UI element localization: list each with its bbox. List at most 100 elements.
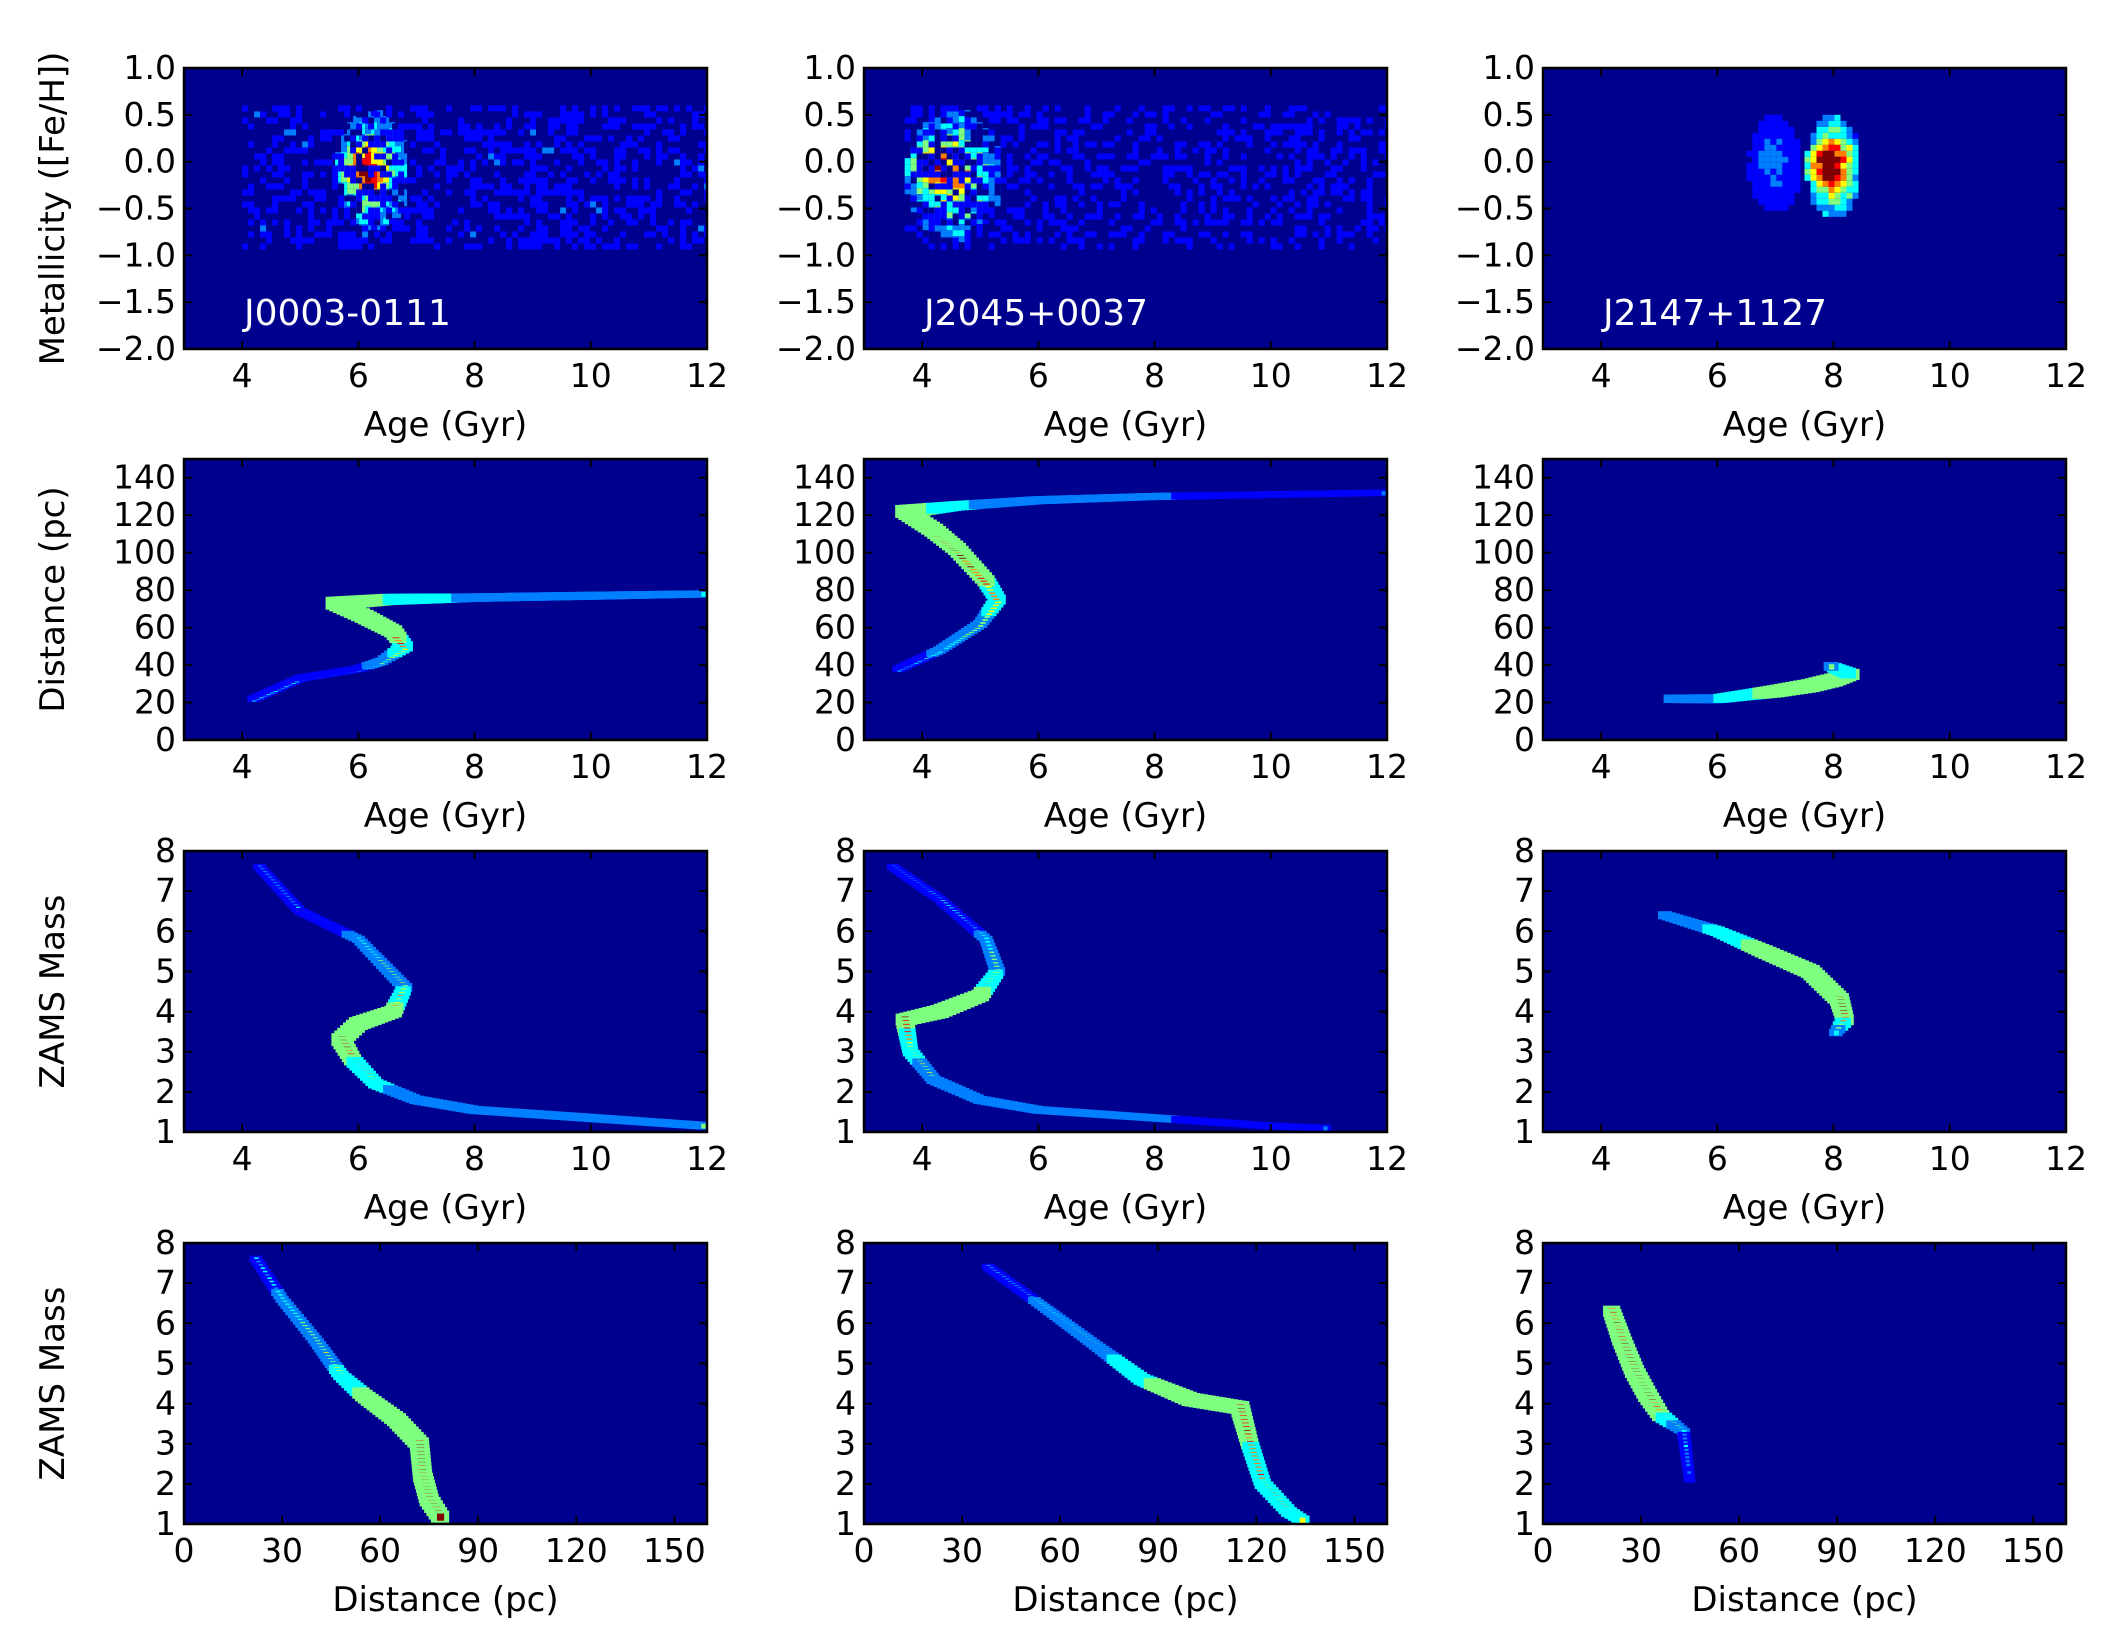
y-tick-label: 20 — [134, 683, 176, 722]
heatmap-cell — [1758, 181, 1764, 187]
heatmap-cell — [1337, 177, 1343, 183]
heatmap-cell — [440, 219, 446, 225]
heatmap-cell — [596, 135, 602, 141]
heatmap-cell — [935, 195, 941, 201]
heatmap-cell — [530, 237, 536, 243]
heatmap-cell — [989, 237, 995, 243]
heatmap-cell — [965, 183, 971, 189]
heatmap-cell — [314, 219, 320, 225]
heatmap-cell — [362, 147, 368, 153]
heatmap-cell — [1307, 207, 1313, 213]
heatmap-cell — [470, 231, 476, 237]
heatmap-cell — [1361, 219, 1367, 225]
heatmap-cell — [1097, 213, 1103, 219]
heatmap-cell — [953, 153, 959, 159]
heatmap-cell — [1367, 135, 1373, 141]
heatmap-cell — [929, 123, 935, 129]
heatmap-cell — [1097, 225, 1103, 231]
heatmap-cell — [959, 224, 965, 230]
heatmap-cell — [1103, 105, 1109, 111]
x-tick-label: 10 — [570, 1139, 612, 1178]
heatmap-cell — [1283, 141, 1289, 147]
heatmap-cell — [977, 225, 983, 231]
heatmap-cell — [578, 225, 584, 231]
heatmap-cell — [422, 135, 428, 141]
heatmap-cell — [350, 177, 356, 183]
heatmap-cell — [1277, 153, 1283, 159]
heatmap-cell — [1379, 129, 1385, 135]
heatmap-cell — [608, 123, 614, 129]
heatmap-cell — [1841, 151, 1847, 157]
heatmap-cell — [965, 201, 971, 207]
heatmap-cell — [518, 141, 524, 147]
heatmap-cell — [338, 123, 344, 129]
heatmap-cell — [440, 135, 446, 141]
object-label: J0003-0111 — [242, 293, 451, 334]
heatmap-cell — [638, 213, 644, 219]
heatmap-cell — [452, 225, 458, 231]
heatmap-cell — [476, 129, 482, 135]
heatmap-cell — [416, 105, 422, 111]
heatmap-cell — [1811, 181, 1817, 187]
heatmap-cell — [1097, 111, 1103, 117]
heatmap-cell — [1373, 153, 1379, 159]
heatmap-cell — [284, 231, 290, 237]
heatmap-cell — [1788, 181, 1794, 187]
x-tick-label: 4 — [1591, 1139, 1612, 1178]
heatmap-cell — [1301, 231, 1307, 237]
heatmap-cell — [1782, 187, 1788, 193]
heatmap-cell — [422, 219, 428, 225]
heatmap-cell — [416, 171, 422, 177]
heatmap-cell — [1331, 153, 1337, 159]
heatmap-cell — [542, 219, 548, 225]
heatmap-cell — [1817, 187, 1823, 193]
heatmap-cell — [1193, 207, 1199, 213]
heatmap-cell — [917, 111, 923, 117]
heatmap-cell — [1229, 189, 1235, 195]
heatmap-cell — [668, 105, 674, 111]
heatmap-cell — [1277, 129, 1283, 135]
heatmap-cell — [1169, 129, 1175, 135]
heatmap-cell — [1091, 171, 1097, 177]
heatmap-cell — [1325, 153, 1331, 159]
heatmap-cell — [362, 183, 368, 189]
heatmap-cell — [1043, 213, 1049, 219]
heatmap-cell — [1073, 147, 1079, 153]
heatmap-cell — [356, 153, 362, 159]
heatmap-cell — [1355, 225, 1361, 231]
heatmap-cell — [971, 141, 977, 147]
heatmap-cell — [1169, 105, 1175, 111]
heatmap-cell — [254, 123, 260, 129]
heatmap-cell — [1229, 177, 1235, 183]
heatmap-cell — [917, 135, 923, 141]
heatmap-cell — [917, 159, 923, 165]
heatmap-cell — [983, 165, 989, 171]
heatmap-cell — [518, 123, 524, 129]
heatmap-cell — [1205, 147, 1211, 153]
heatmap-cell — [1115, 153, 1121, 159]
heatmap-cell — [953, 201, 959, 207]
heatmap-cell — [668, 147, 674, 153]
heatmap-cell — [1085, 165, 1091, 171]
heatmap-cell — [686, 207, 692, 213]
heatmap-cell — [1295, 141, 1301, 147]
heatmap-cell — [602, 237, 608, 243]
heatmap-cell — [1019, 135, 1025, 141]
heatmap-cell — [1007, 171, 1013, 177]
heatmap-cell — [1193, 219, 1199, 225]
heatmap-cell — [488, 183, 494, 189]
heatmap-cell — [344, 231, 350, 237]
heatmap-cell — [1049, 237, 1055, 243]
heatmap-cell — [953, 189, 959, 195]
x-tick-label: 10 — [570, 747, 612, 786]
heatmap-cell — [656, 201, 662, 207]
heatmap-cell — [1061, 171, 1067, 177]
heatmap-cell — [260, 177, 266, 183]
heatmap-cell — [686, 225, 692, 231]
heatmap-cell — [1853, 139, 1859, 145]
heatmap-cell — [941, 111, 947, 117]
heatmap-cell — [1145, 111, 1151, 117]
heatmap-cell — [1229, 117, 1235, 123]
heatmap-cell — [1331, 105, 1337, 111]
heatmap-cell — [959, 194, 965, 200]
